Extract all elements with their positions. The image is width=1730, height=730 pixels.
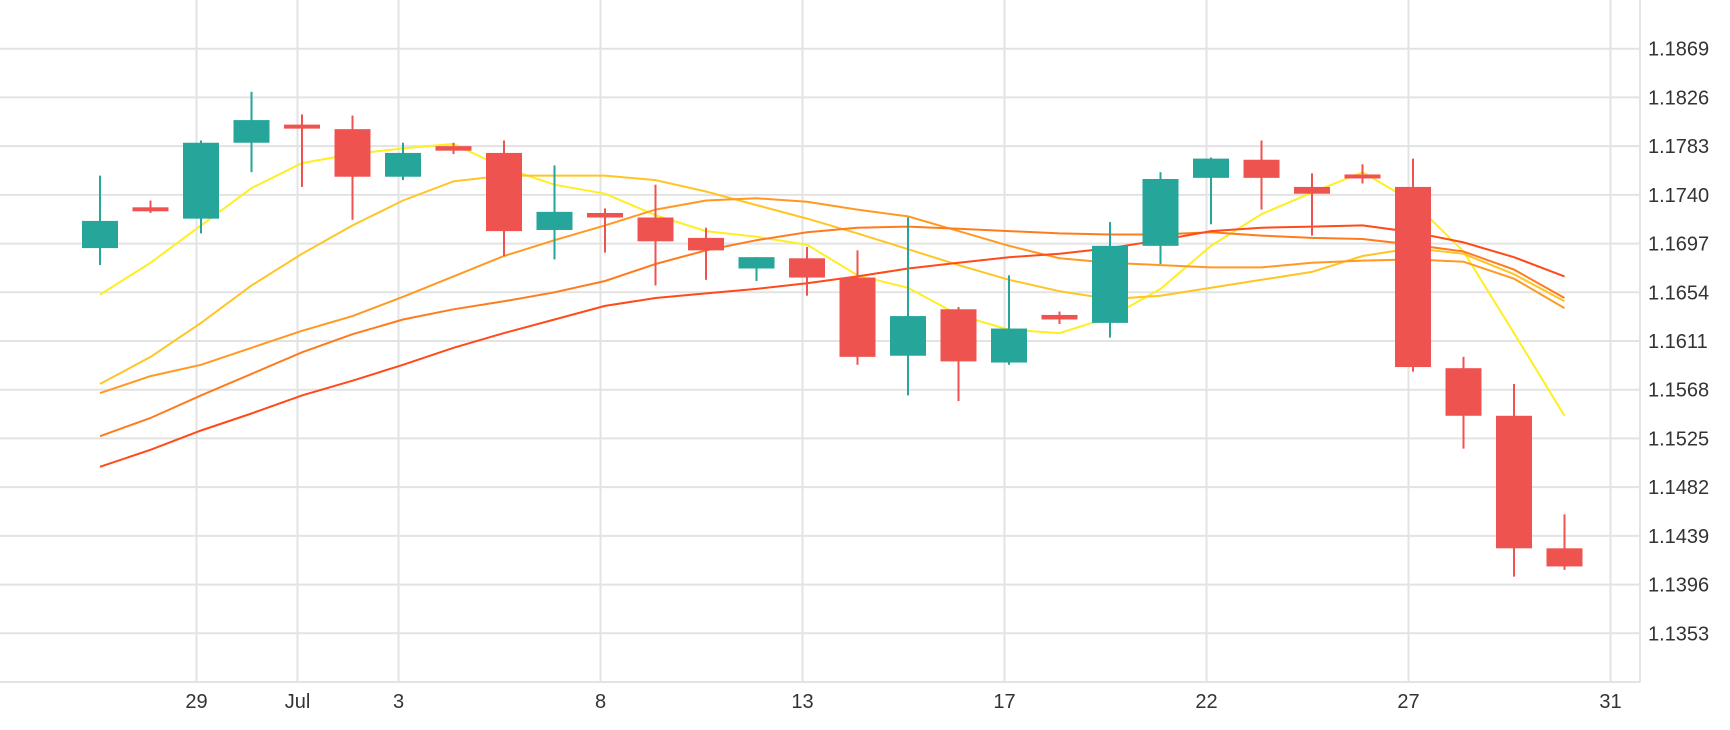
y-axis-ticks: 1.1869 1.1826 1.1783 1.1740 1.1697 1.1654 1.16… [1648,39,1709,646]
x-tick-label: 27 [1397,691,1419,713]
candle-body-down [940,309,977,362]
candle-body-up [233,120,270,143]
y-tick-label: 1.1740 [1648,185,1709,207]
y-tick-label: 1.1439 [1648,526,1709,548]
y-tick-label: 1.1482 [1648,477,1709,499]
x-tick-label: 31 [1599,691,1621,713]
candle-body-down [1496,415,1532,549]
candle-body-up [890,316,926,356]
y-tick-label: 1.1697 [1648,234,1709,256]
x-tick-label: 29 [185,691,207,713]
candle-body-down [1445,368,1482,416]
ma-line-4 [99,225,1565,438]
y-tick-label: 1.1396 [1648,575,1709,597]
x-tick-label: 13 [791,691,813,713]
candle-body-up [82,220,118,249]
x-tick-label: 3 [393,691,404,713]
candle-body-down [688,237,724,251]
candle-body-up [1193,158,1229,178]
y-tick-label: 1.1654 [1648,282,1709,304]
candle-body-down [1294,186,1330,194]
x-tick-label: 17 [993,691,1015,713]
candle-body-up [385,152,421,177]
y-tick-label: 1.1568 [1648,380,1709,402]
y-tick-label: 1.1611 [1648,331,1708,353]
candle-body-down [839,277,876,357]
candle-body-down [1546,548,1583,567]
candle-body-down [1344,174,1381,179]
ma-line-2 [99,174,1565,385]
moving-average-lines [99,142,1566,468]
ma-line-3 [99,197,1566,395]
candle-body-up [738,257,775,269]
candle-body-up [991,328,1027,363]
candle-body-down [1243,159,1280,178]
ma-line-5 [99,224,1565,468]
x-tick-label: 22 [1195,691,1217,713]
candle-body-down [789,258,825,278]
y-tick-label: 1.1869 [1648,39,1709,61]
x-axis-ticks: 29 Jul 3 8 13 17 22 27 31 [185,691,1621,713]
y-tick-label: 1.1826 [1648,87,1709,109]
candle-body-up [183,142,219,219]
y-tick-label: 1.1353 [1648,623,1709,645]
candle-body-down [284,124,320,129]
x-tick-label: 8 [595,691,606,713]
candle-body-down [334,129,371,177]
candle-body-down [637,217,674,242]
y-tick-label: 1.1783 [1648,136,1709,158]
candle-body-down [435,146,472,151]
candle-body-down [486,152,522,232]
candle-body-up [1142,178,1179,246]
candle-body-down [587,212,623,218]
grid [0,0,1641,683]
candle-body-up [1092,245,1128,323]
candles [82,91,1583,577]
candle-body-up [536,211,573,230]
candle-body-down [1041,314,1078,320]
candle-body-down [1395,186,1431,368]
candle-body-down [132,207,169,212]
x-tick-label: Jul [285,691,311,713]
y-tick-label: 1.1525 [1648,428,1709,450]
